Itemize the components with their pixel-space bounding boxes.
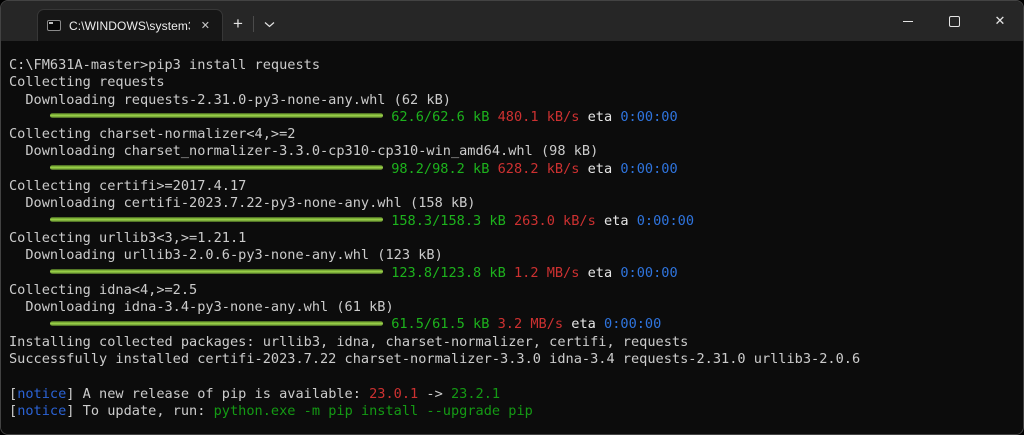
tab-dropdown-button[interactable]	[254, 7, 284, 41]
titlebar: C:\WINDOWS\system32\cmd. ✕ + ✕	[1, 1, 1023, 41]
collecting-line: Collecting charset-normalizer<4,>=2	[9, 126, 1015, 143]
minimize-icon	[903, 20, 913, 22]
progress-eta: 0:00:00	[620, 108, 678, 125]
downloading-text: Downloading charset_normalizer-3.3.0-cp3…	[9, 143, 599, 160]
notice-text: A new release of pip is available:	[74, 385, 370, 402]
downloading-text: Downloading requests-2.31.0-py3-none-any…	[9, 91, 451, 108]
notice-line-2: [notice] To update, run: python.exe -m p…	[9, 403, 1015, 420]
progress-speed: 263.0 kB/s	[513, 212, 596, 229]
progress-speed: 1.2 MB/s	[513, 264, 580, 281]
titlebar-drag-area	[284, 1, 885, 41]
downloading-line: Downloading idna-3.4-py3-none-any.whl (6…	[9, 299, 1015, 316]
blank-line	[9, 368, 1015, 385]
progress-eta: 0:00:00	[620, 264, 678, 281]
bracket: [	[9, 402, 18, 419]
notice-label: notice	[17, 385, 67, 402]
progress-eta-label: eta	[587, 264, 613, 281]
progress-eta: 0:00:00	[620, 160, 678, 177]
progress-size: 123.8/123.8 kB	[391, 264, 506, 281]
new-tab-button[interactable]: +	[233, 14, 243, 33]
tab-cmd[interactable]: C:\WINDOWS\system32\cmd. ✕	[37, 9, 223, 41]
progress-eta-label: eta	[571, 316, 596, 333]
collecting-text: Collecting charset-normalizer<4,>=2	[9, 126, 296, 143]
tab-title: C:\WINDOWS\system32\cmd.	[69, 18, 190, 33]
maximize-icon	[948, 15, 960, 27]
progress-bar	[50, 269, 383, 275]
progress-line: 123.8/123.8 kB 1.2 MB/s eta 0:00:00	[9, 265, 1015, 282]
progress-size: 62.6/62.6 kB	[391, 108, 490, 125]
downloading-text: Downloading idna-3.4-py3-none-any.whl (6…	[9, 299, 394, 316]
success-line: Successfully installed certifi-2023.7.22…	[9, 351, 1015, 368]
arrow-text: ->	[418, 385, 451, 402]
prompt-text: C:\FM631A-master>pip3 install requests	[9, 57, 320, 73]
collecting-text: Collecting certifi>=2017.4.17	[9, 178, 247, 195]
progress-line: 62.6/62.6 kB 480.1 kB/s eta 0:00:00	[9, 109, 1015, 126]
notice-text: To update, run:	[74, 402, 214, 419]
progress-eta-label: eta	[587, 108, 613, 125]
downloading-line: Downloading requests-2.31.0-py3-none-any…	[9, 92, 1015, 109]
pip-old-version: 23.0.1	[369, 385, 419, 402]
titlebar-drag-area	[1, 1, 37, 41]
divider	[253, 16, 254, 32]
packages: Collecting requests Downloading requests…	[9, 74, 1015, 333]
progress-eta-label: eta	[587, 160, 613, 177]
bracket: [	[9, 385, 18, 402]
close-icon: ✕	[994, 13, 1006, 29]
installing-text: Installing collected packages: urllib3, …	[9, 333, 689, 350]
notice-label: notice	[17, 402, 67, 419]
progress-line: 61.5/61.5 kB 3.2 MB/s eta 0:00:00	[9, 316, 1015, 333]
collecting-line: Collecting requests	[9, 74, 1015, 91]
progress-size: 158.3/158.3 kB	[391, 212, 506, 229]
progress-eta: 0:00:00	[636, 212, 695, 229]
progress-line: 158.3/158.3 kB 263.0 kB/s eta 0:00:00	[9, 213, 1015, 230]
collecting-line: Collecting idna<4,>=2.5	[9, 282, 1015, 299]
progress-line: 98.2/98.2 kB 628.2 kB/s eta 0:00:00	[9, 161, 1015, 178]
progress-eta: 0:00:00	[604, 316, 662, 333]
downloading-line: Downloading charset_normalizer-3.3.0-cp3…	[9, 143, 1015, 160]
progress-size: 98.2/98.2 kB	[391, 160, 490, 177]
maximize-button[interactable]	[931, 1, 977, 41]
upgrade-command: python.exe -m pip install --upgrade pip	[213, 402, 533, 419]
collecting-line: Collecting certifi>=2017.4.17	[9, 178, 1015, 195]
tab-close-icon[interactable]: ✕	[200, 20, 210, 32]
progress-bar	[50, 113, 383, 119]
collecting-text: Collecting requests	[9, 74, 165, 91]
minimize-button[interactable]	[885, 1, 931, 41]
progress-eta-label: eta	[603, 212, 629, 229]
installing-line: Installing collected packages: urllib3, …	[9, 334, 1015, 351]
pip-new-version: 23.2.1	[450, 385, 501, 402]
progress-speed: 3.2 MB/s	[497, 316, 564, 333]
downloading-text: Downloading certifi-2023.7.22-py3-none-a…	[9, 195, 476, 212]
close-button[interactable]: ✕	[977, 1, 1023, 41]
terminal-viewport[interactable]: C:\FM631A-master>pip3 install requests C…	[1, 41, 1023, 434]
collecting-text: Collecting idna<4,>=2.5	[9, 281, 198, 298]
progress-bar	[50, 320, 383, 326]
cmd-icon	[47, 20, 61, 31]
downloading-text: Downloading urllib3-2.0.6-py3-none-any.w…	[9, 247, 443, 264]
downloading-line: Downloading certifi-2023.7.22-py3-none-a…	[9, 195, 1015, 212]
progress-bar	[50, 217, 383, 223]
collecting-line: Collecting urllib3<3,>=1.21.1	[9, 230, 1015, 247]
collecting-text: Collecting urllib3<3,>=1.21.1	[9, 229, 247, 246]
progress-size: 61.5/61.5 kB	[391, 316, 490, 333]
bracket: ]	[66, 385, 75, 402]
progress-speed: 480.1 kB/s	[497, 108, 580, 125]
progress-speed: 628.2 kB/s	[497, 160, 580, 177]
chevron-down-icon	[264, 21, 274, 27]
downloading-line: Downloading urllib3-2.0.6-py3-none-any.w…	[9, 247, 1015, 264]
prompt-line: C:\FM631A-master>pip3 install requests	[9, 57, 1015, 74]
bracket: ]	[66, 402, 75, 419]
progress-bar	[50, 165, 383, 171]
notice-line-1: [notice] A new release of pip is availab…	[9, 386, 1015, 403]
success-text: Successfully installed certifi-2023.7.22…	[9, 351, 861, 368]
